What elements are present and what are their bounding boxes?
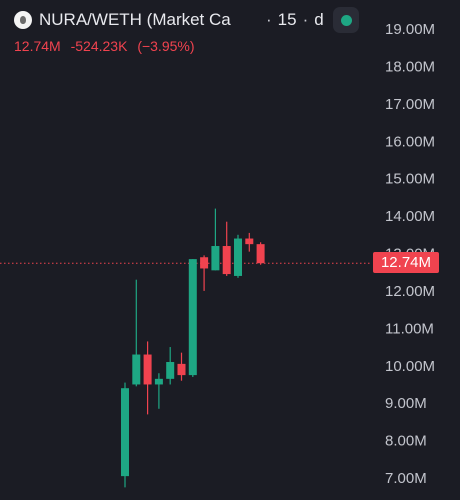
candle[interactable] [256, 242, 265, 265]
candle-body [222, 246, 231, 275]
candles [121, 208, 265, 488]
axis-tick-label: 7.00M [385, 470, 427, 487]
live-status-dot-icon [340, 14, 352, 26]
candle-body [245, 238, 254, 245]
candle-body [234, 238, 242, 276]
axis-tick-label: 8.00M [385, 433, 427, 450]
chart-header: NURA/WETH (Market Ca · 15 · d [14, 8, 324, 32]
candle[interactable] [154, 373, 163, 409]
candle[interactable] [200, 255, 209, 291]
candle[interactable] [188, 259, 197, 377]
candle-body [211, 246, 220, 271]
axis-tick-label: 17.00M [385, 96, 435, 113]
last-price-tag: 12.74M [373, 252, 439, 273]
candle[interactable] [245, 232, 254, 252]
status-button[interactable] [333, 7, 359, 33]
last-price: 12.74M [14, 38, 61, 54]
axis-tick-label: 14.00M [385, 208, 435, 225]
candle-body [200, 257, 209, 269]
candle[interactable] [234, 234, 242, 278]
interval-label[interactable]: 15 [277, 10, 297, 29]
quote-line: 12.74M -524.23K (−3.95%) [14, 38, 201, 54]
candle-body [177, 363, 186, 376]
candle-body [154, 378, 163, 385]
price-change-percent: (−3.95%) [137, 38, 195, 54]
candle[interactable] [222, 221, 231, 276]
candle[interactable] [166, 347, 175, 385]
candle-body [143, 354, 152, 385]
source-label: d [314, 10, 324, 29]
candle[interactable] [177, 352, 186, 381]
candle[interactable] [211, 208, 220, 271]
token-logo-icon [14, 11, 32, 29]
axis-tick-label: 12.00M [385, 283, 435, 300]
axis-tick-label: 10.00M [385, 358, 435, 375]
axis-tick-label: 11.00M [385, 320, 434, 337]
axis-tick-label: 19.00M [385, 21, 435, 38]
candle[interactable] [132, 279, 141, 387]
pair-title[interactable]: NURA/WETH (Market Ca [39, 10, 231, 29]
axis-tick-label: 15.00M [385, 171, 435, 188]
separator: · [302, 10, 309, 29]
candle-body [188, 259, 197, 376]
candle[interactable] [121, 382, 129, 488]
candle-body [121, 388, 129, 477]
price-change: -524.23K [70, 38, 128, 54]
candle-body [256, 244, 265, 264]
candle-body [166, 362, 175, 379]
separator: · [266, 10, 272, 29]
candle[interactable] [143, 341, 152, 415]
axis-tick-label: 9.00M [385, 395, 427, 412]
candle-body [132, 354, 141, 385]
axis-tick-label: 18.00M [385, 58, 435, 75]
axis-tick-label: 16.00M [385, 133, 435, 150]
